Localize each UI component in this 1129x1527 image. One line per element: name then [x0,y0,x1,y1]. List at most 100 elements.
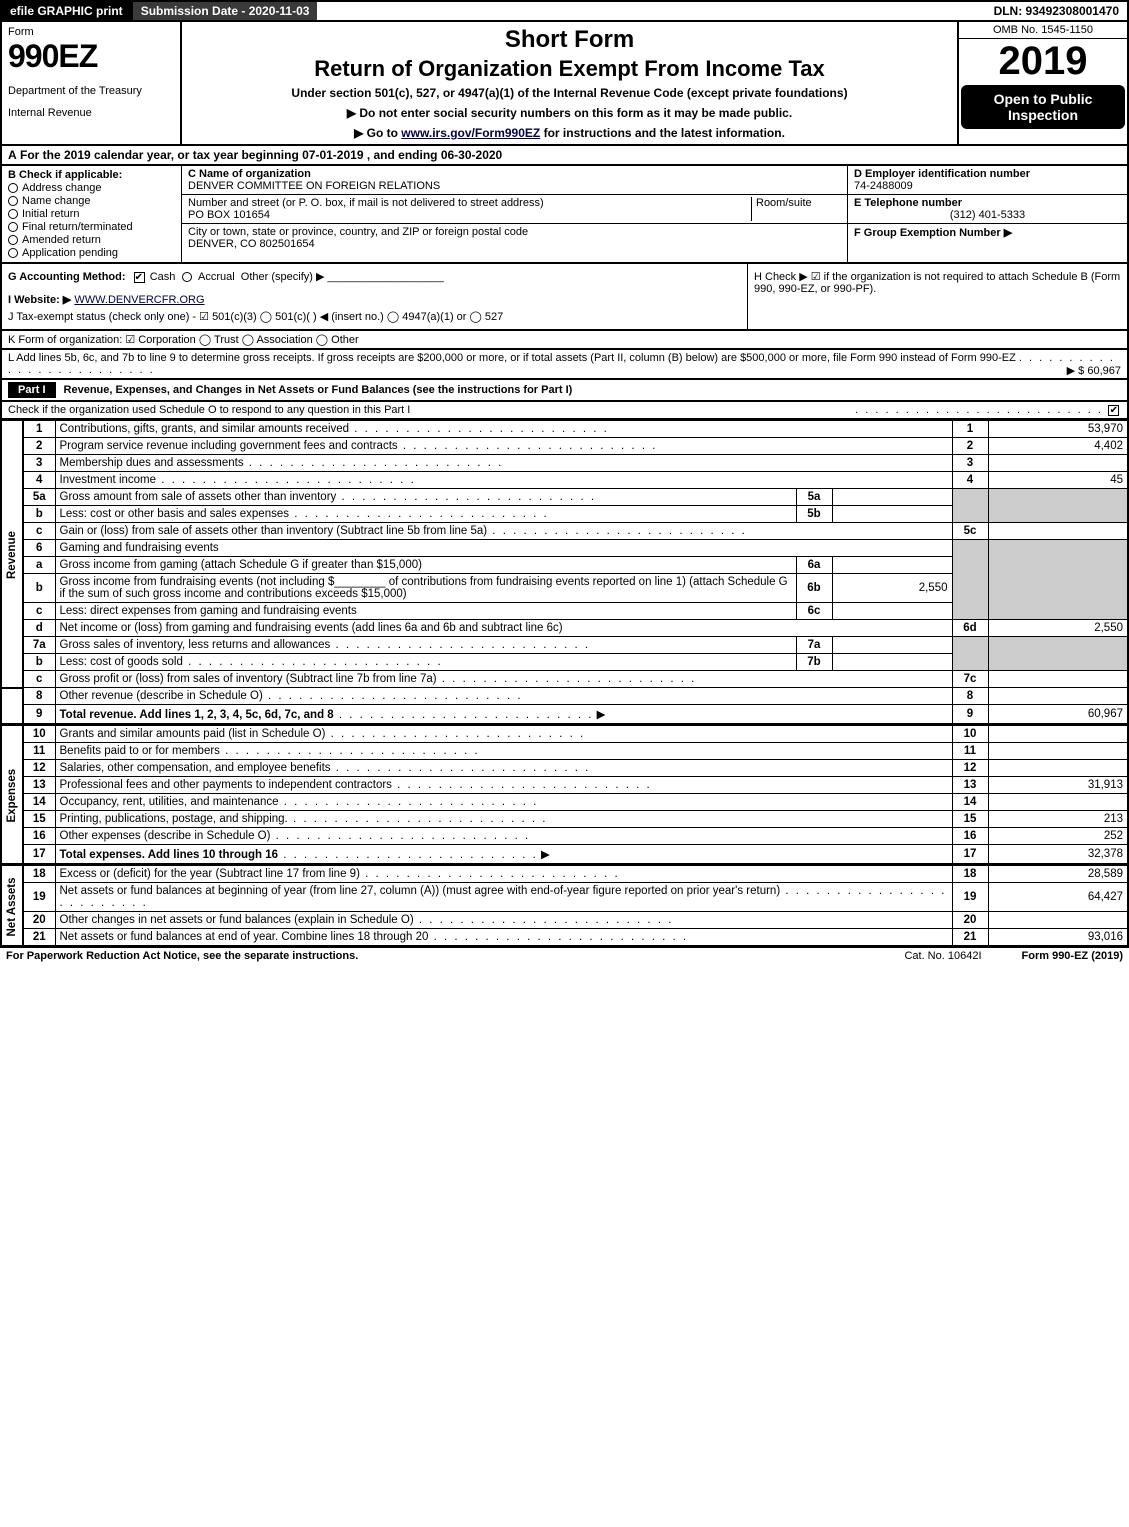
part1-schedule-o-checkbox[interactable] [1108,405,1119,416]
l7a-mv [832,637,952,654]
l2-rnum: 2 [952,438,988,455]
form-ref: Form 990-EZ (2019) [1022,950,1123,962]
goto-line: ▶ Go to www.irs.gov/Form990EZ for instru… [188,126,951,140]
opt-address-change[interactable]: Address change [8,182,175,194]
l16-val: 252 [988,828,1128,845]
l17-val: 32,378 [988,845,1128,865]
org-name: DENVER COMMITTEE ON FOREIGN RELATIONS [188,180,841,192]
l20-num: 20 [23,912,55,929]
l6d-val: 2,550 [988,620,1128,637]
org-city: DENVER, CO 802501654 [188,238,841,250]
room-suite-label: Room/suite [751,197,841,221]
l15-rnum: 15 [952,811,988,828]
irs-label: Internal Revenue [8,107,174,119]
l21-rnum: 21 [952,929,988,947]
l4-num: 4 [23,472,55,489]
g-accrual-radio[interactable] [182,272,192,282]
l14-desc: Occupancy, rent, utilities, and maintena… [60,796,279,808]
l7a-desc: Gross sales of inventory, less returns a… [60,639,331,651]
l16-num: 16 [23,828,55,845]
l6-num: 6 [23,540,55,557]
section-c: C Name of organization DENVER COMMITTEE … [182,166,847,262]
l15-val: 213 [988,811,1128,828]
submission-date-button[interactable]: Submission Date - 2020-11-03 [131,2,318,20]
l13-num: 13 [23,777,55,794]
l7b-num: b [23,654,55,671]
l20-rnum: 20 [952,912,988,929]
l10-val [988,726,1128,743]
top-bar: efile GRAPHIC print Submission Date - 20… [0,0,1129,22]
header-center: Short Form Return of Organization Exempt… [182,22,957,144]
l2-desc: Program service revenue including govern… [60,440,398,452]
l6b-num: b [23,574,55,603]
l1-desc: Contributions, gifts, grants, and simila… [60,423,350,435]
l9-val: 60,967 [988,705,1128,725]
l6a-desc: Gross income from gaming (attach Schedul… [55,557,796,574]
l9-desc: Total revenue. Add lines 1, 2, 3, 4, 5c,… [60,709,334,721]
opt-final-return[interactable]: Final return/terminated [8,221,175,233]
l6c-mn: 6c [796,603,832,620]
l3-num: 3 [23,455,55,472]
cat-no: Cat. No. 10642I [904,950,981,962]
l3-val [988,455,1128,472]
l13-rnum: 13 [952,777,988,794]
l6d-rnum: 6d [952,620,988,637]
l11-num: 11 [23,743,55,760]
part1-check-o: Check if the organization used Schedule … [0,402,1129,420]
l6d-num: d [23,620,55,637]
l12-val [988,760,1128,777]
l6d-desc: Net income or (loss) from gaming and fun… [55,620,952,637]
irs-link[interactable]: www.irs.gov/Form990EZ [401,126,540,140]
goto-pre: ▶ Go to [354,126,401,140]
section-a-text: A [8,148,20,162]
l6b-mn: 6b [796,574,832,603]
l14-rnum: 14 [952,794,988,811]
net-assets-table: Net Assets 18 Excess or (deficit) for th… [0,865,1129,947]
g-cash-checkbox[interactable] [134,272,145,283]
opt-application-pending[interactable]: Application pending [8,247,175,259]
info-block: B Check if applicable: Address change Na… [0,166,1129,264]
g-other-label: Other (specify) ▶ [241,271,325,283]
l18-val: 28,589 [988,866,1128,883]
l7a-num: 7a [23,637,55,654]
l20-desc: Other changes in net assets or fund bala… [60,914,414,926]
l1-num: 1 [23,421,55,438]
l16-rnum: 16 [952,828,988,845]
l5c-val [988,523,1128,540]
l6b-desc1: Gross income from fundraising events (no… [60,576,335,588]
ssn-warning: ▶ Do not enter social security numbers o… [188,106,951,120]
l5a-mn: 5a [796,489,832,506]
section-b-label: B Check if applicable: [8,169,175,181]
opt-initial-return[interactable]: Initial return [8,208,175,220]
opt-amended-return[interactable]: Amended return [8,234,175,246]
l6c-num: c [23,603,55,620]
l16-desc: Other expenses (describe in Schedule O) [60,830,271,842]
l7b-mv [832,654,952,671]
f-label: F Group Exemption Number ▶ [854,226,1121,239]
l7ab-shade [952,637,988,671]
form-header: Form 990EZ Department of the Treasury In… [0,22,1129,146]
l5a-mv [832,489,952,506]
l6-desc: Gaming and fundraising events [55,540,952,557]
website-link[interactable]: WWW.DENVERCFR.ORG [74,294,204,306]
l6a-num: a [23,557,55,574]
opt-name-change[interactable]: Name change [8,195,175,207]
l7a-mn: 7a [796,637,832,654]
l9-rnum: 9 [952,705,988,725]
d-label: D Employer identification number [854,168,1121,180]
expenses-table: Expenses 10 Grants and similar amounts p… [0,725,1129,865]
efile-print-button[interactable]: efile GRAPHIC print [2,2,131,20]
l15-num: 15 [23,811,55,828]
l6b-mv: 2,550 [832,574,952,603]
j-tax-exempt: J Tax-exempt status (check only one) - ☑… [8,310,741,323]
l6c-mv [832,603,952,620]
c-city-label: City or town, state or province, country… [188,226,841,238]
h-check: H Check ▶ ☑ if the organization is not r… [747,264,1127,329]
l6abc-shade [952,540,988,620]
l15-desc: Printing, publications, postage, and shi… [60,813,288,825]
g-accrual-label: Accrual [198,271,235,283]
section-a-value: For the 2019 calendar year, or tax year … [20,148,502,162]
l5ab-shade [952,489,988,523]
l17-desc: Total expenses. Add lines 10 through 16 [60,849,279,861]
l3-rnum: 3 [952,455,988,472]
